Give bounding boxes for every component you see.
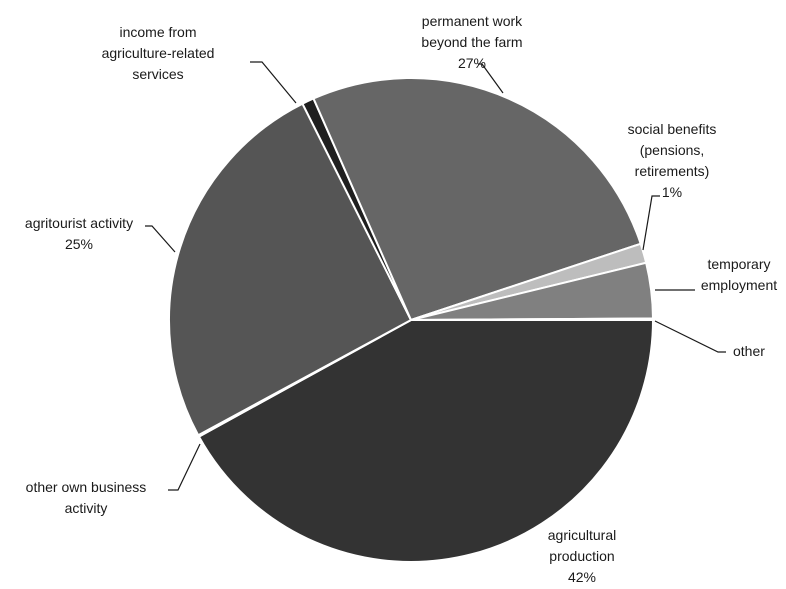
slice-name-line-5: (pensions, bbox=[640, 142, 705, 158]
pie-slice-7 bbox=[410, 317, 655, 321]
slice-name-line-6: employment bbox=[701, 277, 777, 293]
slice-value-0: 42% bbox=[568, 569, 596, 585]
slice-label-6: temporary employment bbox=[701, 256, 777, 293]
slice-name-line-0: agricultural bbox=[548, 527, 616, 543]
leader-line-5 bbox=[642, 195, 660, 251]
slice-label-7: other bbox=[733, 343, 765, 359]
leader-line-3 bbox=[250, 61, 297, 104]
slice-name-line-0: production bbox=[549, 548, 614, 564]
slice-label-5: social benefits (pensions, retirements) 1% bbox=[628, 121, 717, 200]
leader-line-7 bbox=[654, 320, 726, 353]
slice-label-4: permanent work beyond the farm 27% bbox=[421, 13, 523, 71]
leader-lines bbox=[145, 61, 726, 491]
slice-label-1: other own business activity bbox=[26, 479, 147, 516]
slice-value-4: 27% bbox=[458, 55, 486, 71]
pie-slice-0 bbox=[197, 319, 655, 563]
pie-slice-4 bbox=[312, 77, 642, 322]
slice-name-line-3: income from bbox=[119, 24, 196, 40]
slice-name-line-6: temporary bbox=[707, 256, 770, 272]
slice-label-0: agricultural production 42% bbox=[548, 527, 616, 585]
slice-value-5: 1% bbox=[662, 184, 682, 200]
leader-line-4 bbox=[478, 63, 504, 94]
slice-name-line-4: permanent work bbox=[422, 13, 523, 29]
slice-name-line-4: beyond the farm bbox=[421, 34, 522, 50]
slice-name-line-5: social benefits bbox=[628, 121, 717, 137]
slice-label-3: income from agriculture-related services bbox=[102, 24, 215, 82]
slice-name-line-1: other own business bbox=[26, 479, 147, 495]
slice-label-2: agritourist activity 25% bbox=[25, 215, 133, 252]
pie-slice-2 bbox=[168, 102, 413, 437]
slice-value-2: 25% bbox=[65, 236, 93, 252]
pie-slices bbox=[168, 77, 655, 563]
slice-name-line-3: services bbox=[132, 66, 183, 82]
slice-name-line-3: agriculture-related bbox=[102, 45, 215, 61]
slice-name-line-7: other bbox=[733, 343, 765, 359]
leader-line-2 bbox=[145, 225, 176, 253]
slice-name-line-5: retirements) bbox=[635, 163, 710, 179]
leader-line-1 bbox=[168, 443, 201, 491]
slice-labels: agricultural production 42% other own busin… bbox=[25, 13, 777, 585]
slice-name-line-2: agritourist activity bbox=[25, 215, 133, 231]
slice-name-line-1: activity bbox=[65, 500, 108, 516]
